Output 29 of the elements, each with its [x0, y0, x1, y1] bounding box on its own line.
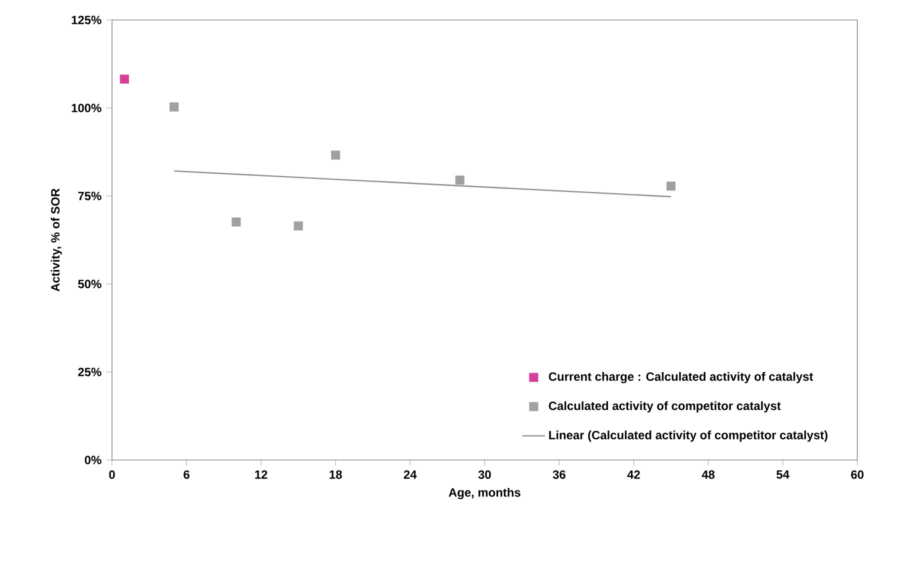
x-tick-label: 0 [109, 470, 115, 479]
point [232, 218, 241, 227]
legend-label: Linear (Calculated activity of competitor catalyst) [549, 430, 828, 442]
x-tick-label: 48 [702, 470, 715, 479]
x-tick-label: 6 [184, 470, 190, 479]
x-tick-label: 54 [776, 470, 790, 479]
x-tick-label: 12 [255, 470, 268, 479]
y-tick-label: 0% [84, 456, 102, 464]
point [294, 222, 303, 231]
y-tick-label: 100% [72, 104, 102, 112]
point [120, 74, 129, 84]
x-tick-label: 36 [552, 470, 566, 479]
y-tick-label: 75% [78, 192, 102, 200]
x-tick-label: 60 [851, 470, 864, 479]
point [455, 176, 464, 185]
legend-label: Calculated activity of competitor catalyst [548, 401, 781, 413]
y-tick-label: 25% [78, 368, 102, 376]
y-tick-label: 50% [78, 280, 102, 288]
x-axis-title: Age, months [448, 488, 520, 500]
y-tick-label: 125% [72, 16, 102, 24]
point [170, 102, 179, 112]
x-tick-label: 24 [404, 470, 417, 479]
point [666, 182, 676, 191]
x-tick-label: 30 [478, 470, 491, 479]
point [331, 150, 340, 160]
y-axis-title: Activity, % of SOR [50, 188, 62, 292]
legend-label: Current charge : Calculated activity of catalyst [548, 372, 814, 384]
x-tick-label: 18 [330, 470, 342, 479]
x-tick-label: 42 [627, 470, 640, 479]
